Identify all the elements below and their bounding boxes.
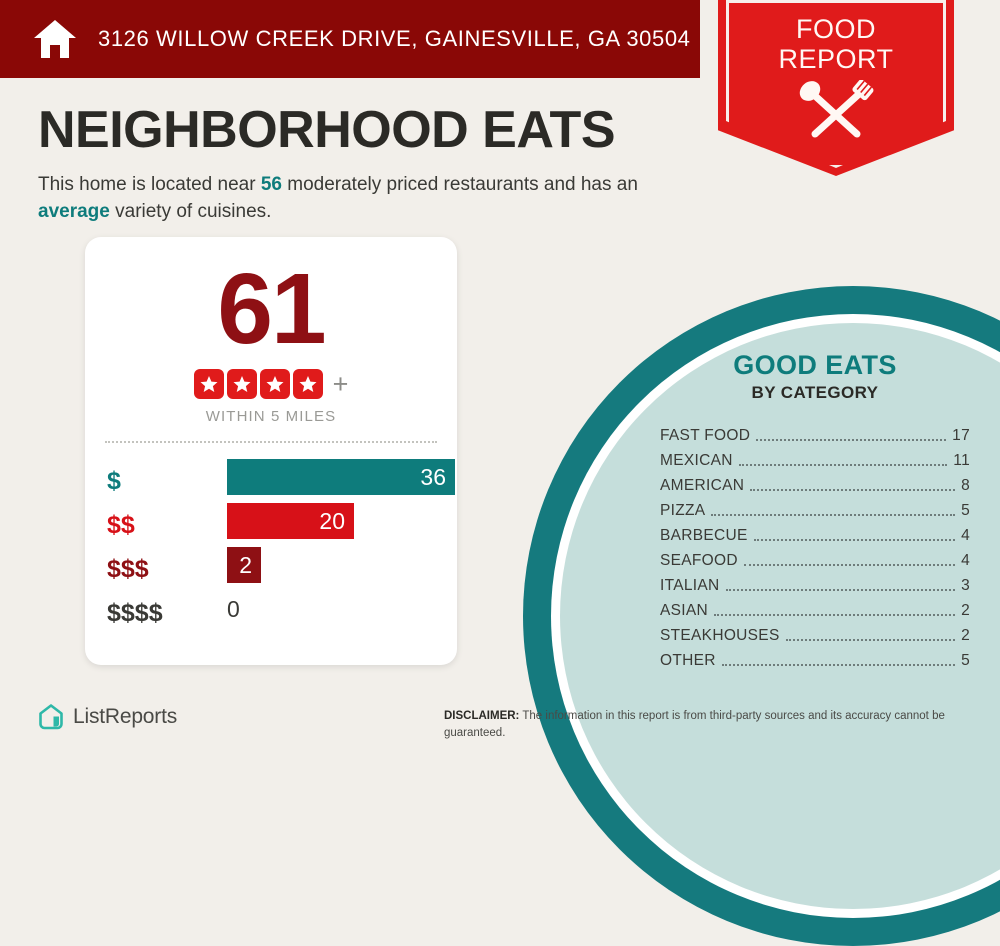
badge-title: FOOD REPORT <box>718 14 954 74</box>
good-eats-leader-dots <box>714 608 956 616</box>
spoon-fork-icon <box>799 80 874 138</box>
star-icon <box>226 369 257 399</box>
food-report-badge: FOOD REPORT <box>718 0 954 176</box>
home-icon <box>34 20 76 58</box>
good-eats-row: PIZZA 5 <box>660 498 970 523</box>
good-eats-category: ITALIAN <box>660 576 720 594</box>
subhead-part1: This home is located near <box>38 174 261 195</box>
price-tier-value: 0 <box>227 595 240 622</box>
good-eats-category: FAST FOOD <box>660 426 751 444</box>
good-eats-count: 2 <box>961 626 970 644</box>
subhead-count: 56 <box>260 174 282 195</box>
price-tier-bar: 20 <box>227 503 354 539</box>
good-eats-category: SEAFOOD <box>660 551 738 569</box>
good-eats-leader-dots <box>743 558 956 566</box>
good-eats-row: BARBECUE 4 <box>660 523 970 548</box>
good-eats-panel: GOOD EATS BY CATEGORY FAST FOOD 17 MEXICAN… <box>660 350 970 673</box>
good-eats-leader-dots <box>750 483 956 491</box>
price-tier-label: $$$$ <box>107 598 163 627</box>
subhead-part2: moderately priced restaurants and has an <box>281 174 638 195</box>
price-tier-label: $$$ <box>107 554 149 583</box>
good-eats-count: 2 <box>961 601 970 619</box>
page-subtitle: This home is located near 56 moderately … <box>38 172 698 226</box>
good-eats-leader-dots <box>785 633 956 641</box>
price-tier-bar-chart: $36 $$ 20 $$$ 2 $$$$ 0 <box>85 459 457 635</box>
disclaimer-text: The information in this report is from t… <box>444 710 945 739</box>
price-tier-row: $36 <box>107 459 457 503</box>
price-tier-track: 20 <box>227 503 457 547</box>
good-eats-category: OTHER <box>660 651 716 669</box>
good-eats-list: FAST FOOD 17 MEXICAN 11 AMERICAN 8 PIZZA 5 BARBE… <box>660 423 970 673</box>
header-address: 3126 WILLOW CREEK DRIVE, GAINESVILLE, GA… <box>98 26 691 51</box>
price-tier-value: 20 <box>319 507 345 534</box>
header-bar: 3126 WILLOW CREEK DRIVE, GAINESVILLE, GA… <box>0 0 700 78</box>
good-eats-count: 17 <box>952 426 970 444</box>
good-eats-row: OTHER 5 <box>660 648 970 673</box>
price-tier-value: 36 <box>420 463 446 490</box>
price-tier-bar: 2 <box>227 547 261 583</box>
price-tier-row: $$$ 2 <box>107 547 457 591</box>
subhead-part3: variety of cuisines. <box>109 200 272 222</box>
good-eats-category: BARBECUE <box>660 526 748 544</box>
good-eats-leader-dots <box>756 433 947 441</box>
star-rating: + <box>85 369 457 399</box>
price-tier-track: 36 <box>227 459 457 503</box>
star-icon <box>259 369 290 399</box>
disclaimer: DISCLAIMER: The information in this repo… <box>444 708 964 741</box>
disclaimer-label: DISCLAIMER: <box>444 710 520 722</box>
price-tier-track: 0 <box>227 591 457 635</box>
badge-title-line1: FOOD <box>796 14 876 44</box>
good-eats-subtitle: BY CATEGORY <box>751 383 879 402</box>
price-tier-label: $ <box>107 466 121 495</box>
page-title: NEIGHBORHOOD EATS <box>38 101 616 159</box>
plus-sign: + <box>332 368 349 399</box>
good-eats-leader-dots <box>738 458 948 466</box>
good-eats-row: STEAKHOUSES 2 <box>660 623 970 648</box>
good-eats-leader-dots <box>711 508 956 516</box>
within-radius-label: WITHIN 5 MILES <box>205 408 337 425</box>
listreports-house-tag-icon <box>39 704 63 730</box>
restaurant-count: 61 <box>217 253 326 365</box>
price-tier-label: $$ <box>107 510 135 539</box>
good-eats-count: 11 <box>953 451 970 469</box>
price-tier-bar: 36 <box>227 459 455 495</box>
good-eats-category: AMERICAN <box>660 476 745 494</box>
listreports-logo-text: ListReports <box>73 705 178 728</box>
card-divider <box>105 441 437 443</box>
good-eats-count: 8 <box>961 476 970 494</box>
good-eats-title: GOOD EATS <box>733 350 897 380</box>
good-eats-row: ITALIAN 3 <box>660 573 970 598</box>
star-icon <box>292 369 323 399</box>
good-eats-count: 5 <box>961 651 970 669</box>
good-eats-leader-dots <box>753 533 956 541</box>
restaurant-score-card: 61 + WITHIN 5 MILES $36 $$ 20 $$$ 2 $$$$ 0 <box>85 237 457 665</box>
good-eats-row: ASIAN 2 <box>660 598 970 623</box>
price-tier-track: 2 <box>227 547 457 591</box>
good-eats-leader-dots <box>725 583 956 591</box>
star-icon <box>193 369 224 399</box>
good-eats-row: MEXICAN 11 <box>660 448 970 473</box>
good-eats-row: FAST FOOD 17 <box>660 423 970 448</box>
good-eats-count: 5 <box>961 501 970 519</box>
price-tier-value: 2 <box>239 551 252 578</box>
badge-title-line2: REPORT <box>778 44 894 75</box>
good-eats-category: STEAKHOUSES <box>660 626 780 644</box>
good-eats-category: PIZZA <box>660 501 706 519</box>
good-eats-row: AMERICAN 8 <box>660 473 970 498</box>
good-eats-count: 4 <box>961 551 970 569</box>
good-eats-category: MEXICAN <box>660 451 733 469</box>
good-eats-row: SEAFOOD 4 <box>660 548 970 573</box>
good-eats-count: 4 <box>961 526 970 544</box>
listreports-logo: ListReports <box>38 703 177 731</box>
price-tier-row: $$ 20 <box>107 503 457 547</box>
good-eats-leader-dots <box>721 658 956 666</box>
price-tier-row: $$$$ 0 <box>107 591 457 635</box>
subhead-variety: average <box>38 200 110 222</box>
good-eats-count: 3 <box>961 576 970 594</box>
good-eats-category: ASIAN <box>660 601 709 619</box>
